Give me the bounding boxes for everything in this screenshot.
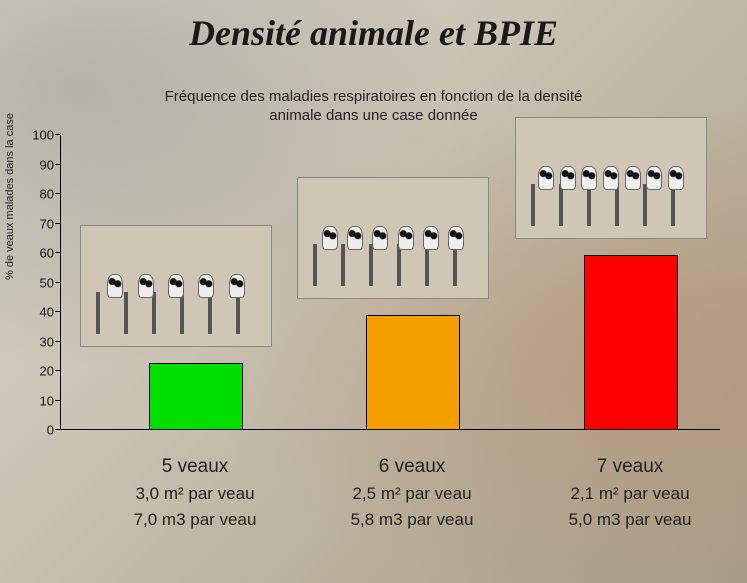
y-tick-mark <box>55 282 60 283</box>
y-tick-mark <box>55 400 60 401</box>
y-tick-label: 80 <box>40 187 54 202</box>
y-tick-mark <box>55 370 60 371</box>
subtitle-line2: animale dans une case donnée <box>269 107 478 124</box>
y-tick-mark <box>55 429 60 430</box>
y-tick-mark <box>55 134 60 135</box>
y-axis-line <box>60 135 61 430</box>
y-tick-label: 40 <box>40 305 54 320</box>
x-group-line: 5,8 m3 par veau <box>307 510 517 530</box>
y-tick-mark <box>55 193 60 194</box>
x-group-line: 5,0 m3 par veau <box>525 510 735 530</box>
y-tick-mark <box>55 252 60 253</box>
y-tick-label: 10 <box>40 393 54 408</box>
page-title: Densité animale et BPIE <box>0 12 747 54</box>
y-axis-label: % de veaux malades dans la case <box>4 113 16 280</box>
x-axis-group: 7 veaux 2,1 m² par veau 5,0 m3 par veau <box>525 450 735 536</box>
y-tick-label: 70 <box>40 216 54 231</box>
x-group-line: 7,0 m3 par veau <box>90 510 300 530</box>
bar <box>366 315 460 430</box>
y-tick-mark <box>55 164 60 165</box>
y-tick-label: 100 <box>32 128 54 143</box>
y-tick-mark <box>55 341 60 342</box>
x-group-line: 3,0 m² par veau <box>90 484 300 504</box>
y-tick-mark <box>55 311 60 312</box>
subtitle-line1: Fréquence des maladies respiratoires en … <box>165 88 583 105</box>
y-tick-label: 90 <box>40 157 54 172</box>
y-tick-label: 30 <box>40 334 54 349</box>
y-tick-label: 50 <box>40 275 54 290</box>
bar-chart: 010203040506070809010022,038,358,6 <box>60 135 720 430</box>
x-axis-group: 5 veaux 3,0 m² par veau 7,0 m3 par veau <box>90 450 300 536</box>
x-group-head: 7 veaux <box>525 456 735 478</box>
y-tick-label: 60 <box>40 246 54 261</box>
y-tick-label: 20 <box>40 364 54 379</box>
x-axis-group: 6 veaux 2,5 m² par veau 5,8 m3 par veau <box>307 450 517 536</box>
y-tick-label: 0 <box>47 423 54 438</box>
bar <box>584 255 678 430</box>
infographic-root: Densité animale et BPIE Fréquence des ma… <box>0 0 747 583</box>
x-group-head: 6 veaux <box>307 456 517 478</box>
calf-pen-icon <box>80 225 272 347</box>
x-group-line: 2,5 m² par veau <box>307 484 517 504</box>
y-tick-mark <box>55 223 60 224</box>
x-group-line: 2,1 m² par veau <box>525 484 735 504</box>
bar <box>149 363 243 430</box>
x-group-head: 5 veaux <box>90 456 300 478</box>
calf-pen-icon <box>297 177 489 299</box>
calf-pen-icon <box>515 117 707 239</box>
